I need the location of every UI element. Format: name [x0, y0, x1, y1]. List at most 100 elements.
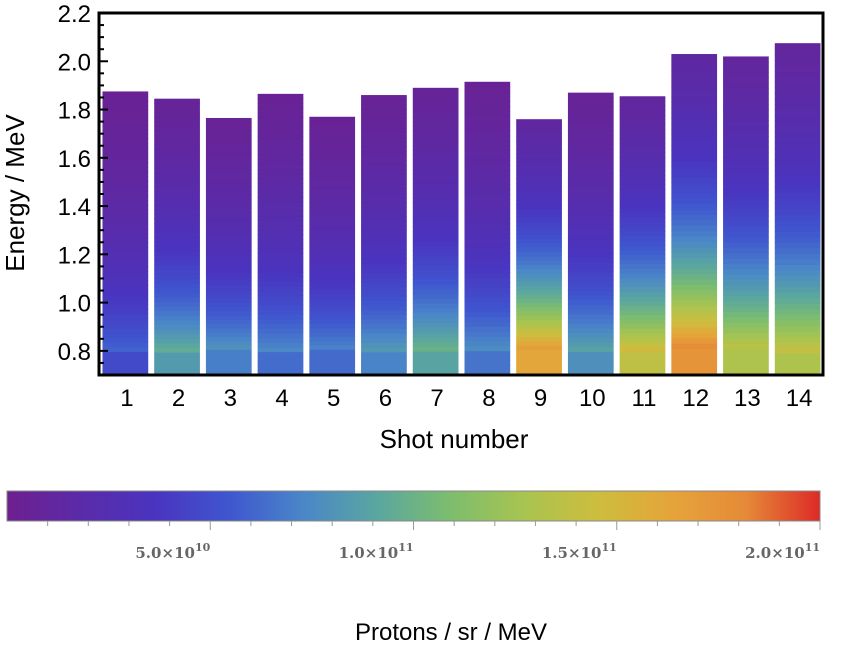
bar-slice — [619, 152, 666, 158]
bar-slice — [671, 273, 718, 280]
bar-slice — [154, 195, 200, 201]
bar-slice — [154, 209, 200, 215]
bar-slice — [154, 282, 200, 289]
bar-slice — [309, 133, 356, 139]
bar-slice — [361, 253, 407, 259]
bar-slice — [567, 167, 614, 174]
bar-slice — [361, 309, 407, 315]
bar-slice — [361, 179, 407, 185]
bar-slice — [412, 130, 459, 137]
bar-slice — [154, 342, 200, 348]
bar-slice — [412, 140, 459, 146]
bar-slice — [619, 226, 666, 232]
bar-slice — [361, 137, 407, 143]
bar-slice — [412, 355, 459, 362]
x-axis: 1 2 3 4 5 6 7 8 9 10 11 12 13 14 — [120, 385, 812, 412]
bar-slice — [464, 291, 511, 298]
bar-slice — [774, 242, 821, 249]
bar-slice — [671, 342, 718, 349]
bar-slice — [205, 246, 252, 252]
x-tick-label: 11 — [632, 385, 657, 412]
bar-slice — [154, 361, 200, 367]
bar-slice — [309, 138, 356, 144]
bar-slice — [154, 126, 200, 132]
bar-slice — [723, 162, 769, 169]
bar-slice — [567, 247, 614, 254]
bar-slice — [774, 192, 821, 199]
bar-slice — [257, 145, 304, 151]
y-axis: 0.8 1.0 1.2 1.4 1.6 1.8 2.0 2.2 — [58, 1, 108, 376]
bar-slice — [361, 113, 407, 119]
bar-slice — [464, 145, 511, 151]
bar-slice — [516, 131, 562, 137]
bar-slice — [412, 365, 459, 371]
bar-slice — [412, 307, 459, 314]
bar-slice — [102, 299, 149, 305]
bar-slice — [309, 142, 356, 148]
y-tick-label: 1.2 — [58, 242, 91, 269]
bar-slice — [567, 356, 614, 362]
bar-slice — [257, 206, 304, 212]
bar-slice — [309, 293, 356, 299]
bar-slice — [464, 311, 511, 317]
bar-slice — [567, 360, 614, 367]
bar-slice — [102, 176, 149, 182]
bar-slice — [412, 145, 459, 151]
bar-slice — [309, 194, 356, 200]
bar-slice — [309, 237, 356, 243]
bar-slice — [257, 173, 304, 179]
bar-slice — [723, 82, 769, 89]
bar-slice — [412, 317, 459, 323]
bar-slice — [723, 93, 769, 100]
bar-slice — [154, 98, 200, 104]
bar-slice — [516, 302, 562, 308]
bar-slice — [361, 249, 407, 255]
bar-slice — [464, 184, 511, 190]
bar-shot-1 — [102, 91, 149, 376]
bar-slice — [723, 136, 769, 142]
bar-slice — [723, 311, 769, 318]
bar-slice — [257, 126, 304, 132]
bar-slice — [774, 203, 821, 210]
bar-slice — [309, 185, 356, 191]
bar-slice — [567, 92, 614, 98]
bar-slice — [774, 120, 821, 127]
bar-slice — [774, 341, 821, 348]
bar-slice — [516, 221, 562, 227]
bar-slice — [154, 186, 200, 192]
bar-slice — [671, 118, 718, 125]
bar-slice — [205, 280, 252, 286]
bar-slice — [671, 96, 718, 103]
bar-slice — [464, 218, 511, 225]
bar-slice — [257, 121, 304, 128]
bar-slice — [619, 142, 666, 148]
bar-slice — [257, 342, 304, 348]
bar-slice — [361, 258, 407, 264]
bar-slice — [361, 295, 407, 301]
bar-slice — [361, 356, 407, 362]
bar-slice — [205, 293, 252, 299]
bar-slice — [309, 254, 356, 260]
bar-slice — [671, 139, 718, 146]
bar-slice — [464, 252, 511, 259]
bar-slice — [154, 213, 200, 220]
bar-slice — [309, 146, 356, 152]
bar-slice — [257, 267, 304, 273]
bar-slice — [205, 156, 252, 162]
bar-slice — [464, 140, 511, 146]
colorbar-tick-label: 2.0×1011 — [745, 541, 820, 562]
bar-slice — [154, 236, 200, 243]
bar-slice — [619, 328, 666, 334]
bar-slice — [464, 238, 511, 244]
bar-slice — [205, 340, 252, 346]
bar-slice — [412, 260, 459, 266]
bar-slice — [361, 146, 407, 152]
bar-slice — [102, 285, 149, 291]
bar-slice — [619, 254, 666, 260]
bar-slice — [205, 366, 252, 372]
bar-slice — [412, 169, 459, 175]
bar-slice — [516, 123, 562, 129]
bar-slice — [567, 276, 614, 282]
bar-slice — [309, 310, 356, 316]
bar-slice — [257, 150, 304, 156]
